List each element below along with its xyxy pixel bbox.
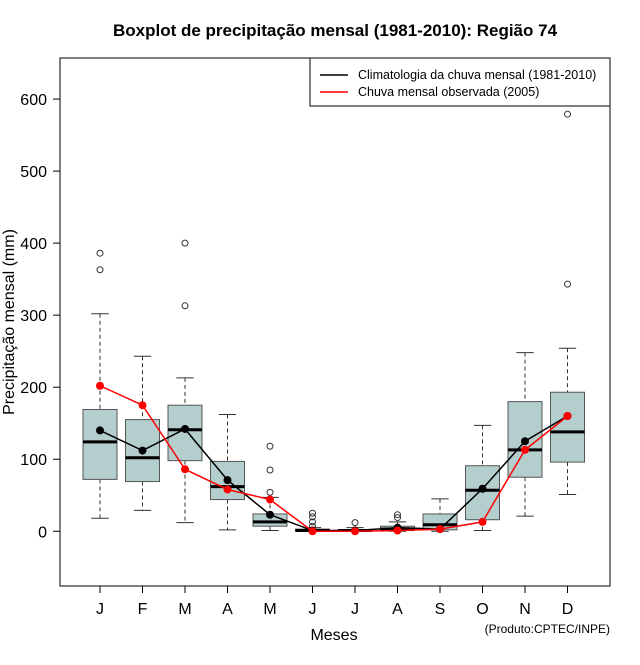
series-point-1 [308,527,317,536]
series-line-1 [99,385,568,533]
series-point-1 [563,412,572,421]
chart-title: Boxplot de precipitação mensal (1981-201… [113,21,558,40]
x-tick-label: F [138,601,148,618]
series-point-1 [436,525,444,534]
y-tick-label: 0 [38,524,47,541]
series-point-0 [138,446,147,455]
outlier-point [351,519,359,527]
x-axis-label: Meses [310,627,357,644]
outlier-point [181,239,189,247]
outlier-point [564,110,571,118]
series-point-0 [478,484,487,493]
x-tick-label: J [96,601,104,618]
series-point-1 [223,485,232,494]
series-point-1 [96,381,104,390]
series-point-1 [393,526,402,535]
x-tick-label: A [222,601,233,618]
y-tick-label: 600 [20,92,47,109]
footer-credit: (Produto:CPTEC/INPE) [485,622,610,636]
series-point-0 [181,424,189,433]
legend-label-climatology: Climatologia da chuva mensal (1981-2010) [358,68,596,82]
series-point-1 [521,445,529,454]
box [550,391,585,463]
outlier-point [266,466,274,474]
series-point-0 [521,437,529,446]
x-tick-label: S [435,601,446,618]
series-point-1 [478,517,487,526]
y-axis: 0 100 200 300 400 500 600 [20,92,60,541]
x-tick-label: M [178,601,191,618]
outlier-point [564,280,571,288]
y-tick-label: 100 [20,452,47,469]
y-tick-label: 300 [20,308,47,325]
series-point-0 [96,426,104,435]
box [125,419,160,483]
outlier-point [181,302,189,310]
series-lines [96,381,572,536]
outlier-point [309,513,316,521]
series-point-0 [223,476,232,485]
x-tick-label: A [392,601,403,618]
x-tick-label: D [562,601,574,618]
outlier-point [96,266,104,274]
x-tick-label: J [309,601,317,618]
x-tick-label: J [351,601,359,618]
x-tick-label: O [476,601,488,618]
outlier-point [266,442,274,450]
y-tick-label: 400 [20,236,47,253]
outlier-point [394,511,401,519]
outlier-point [309,509,316,517]
series-point-1 [138,401,147,410]
legend: Climatologia da chuva mensal (1981-2010)… [309,57,611,107]
outlier-point [96,249,104,257]
y-tick-label: 200 [20,380,47,397]
x-tick-label: N [519,601,531,618]
x-tick-label: M [263,601,276,618]
y-tick-label: 500 [20,164,47,181]
y-axis-label: Precipitação mensal (mm) [1,229,18,415]
series-point-1 [351,527,359,536]
legend-label-observed: Chuva mensal observada (2005) [358,85,539,99]
outlier-point [266,488,274,496]
outlier-point [394,514,401,522]
boxes [82,110,585,533]
legend-box [309,57,611,107]
series-point-0 [266,510,274,519]
box [82,409,118,480]
plot-frame [59,57,611,587]
outlier-point [309,518,316,526]
series-point-1 [181,465,189,474]
series-point-1 [266,495,274,504]
